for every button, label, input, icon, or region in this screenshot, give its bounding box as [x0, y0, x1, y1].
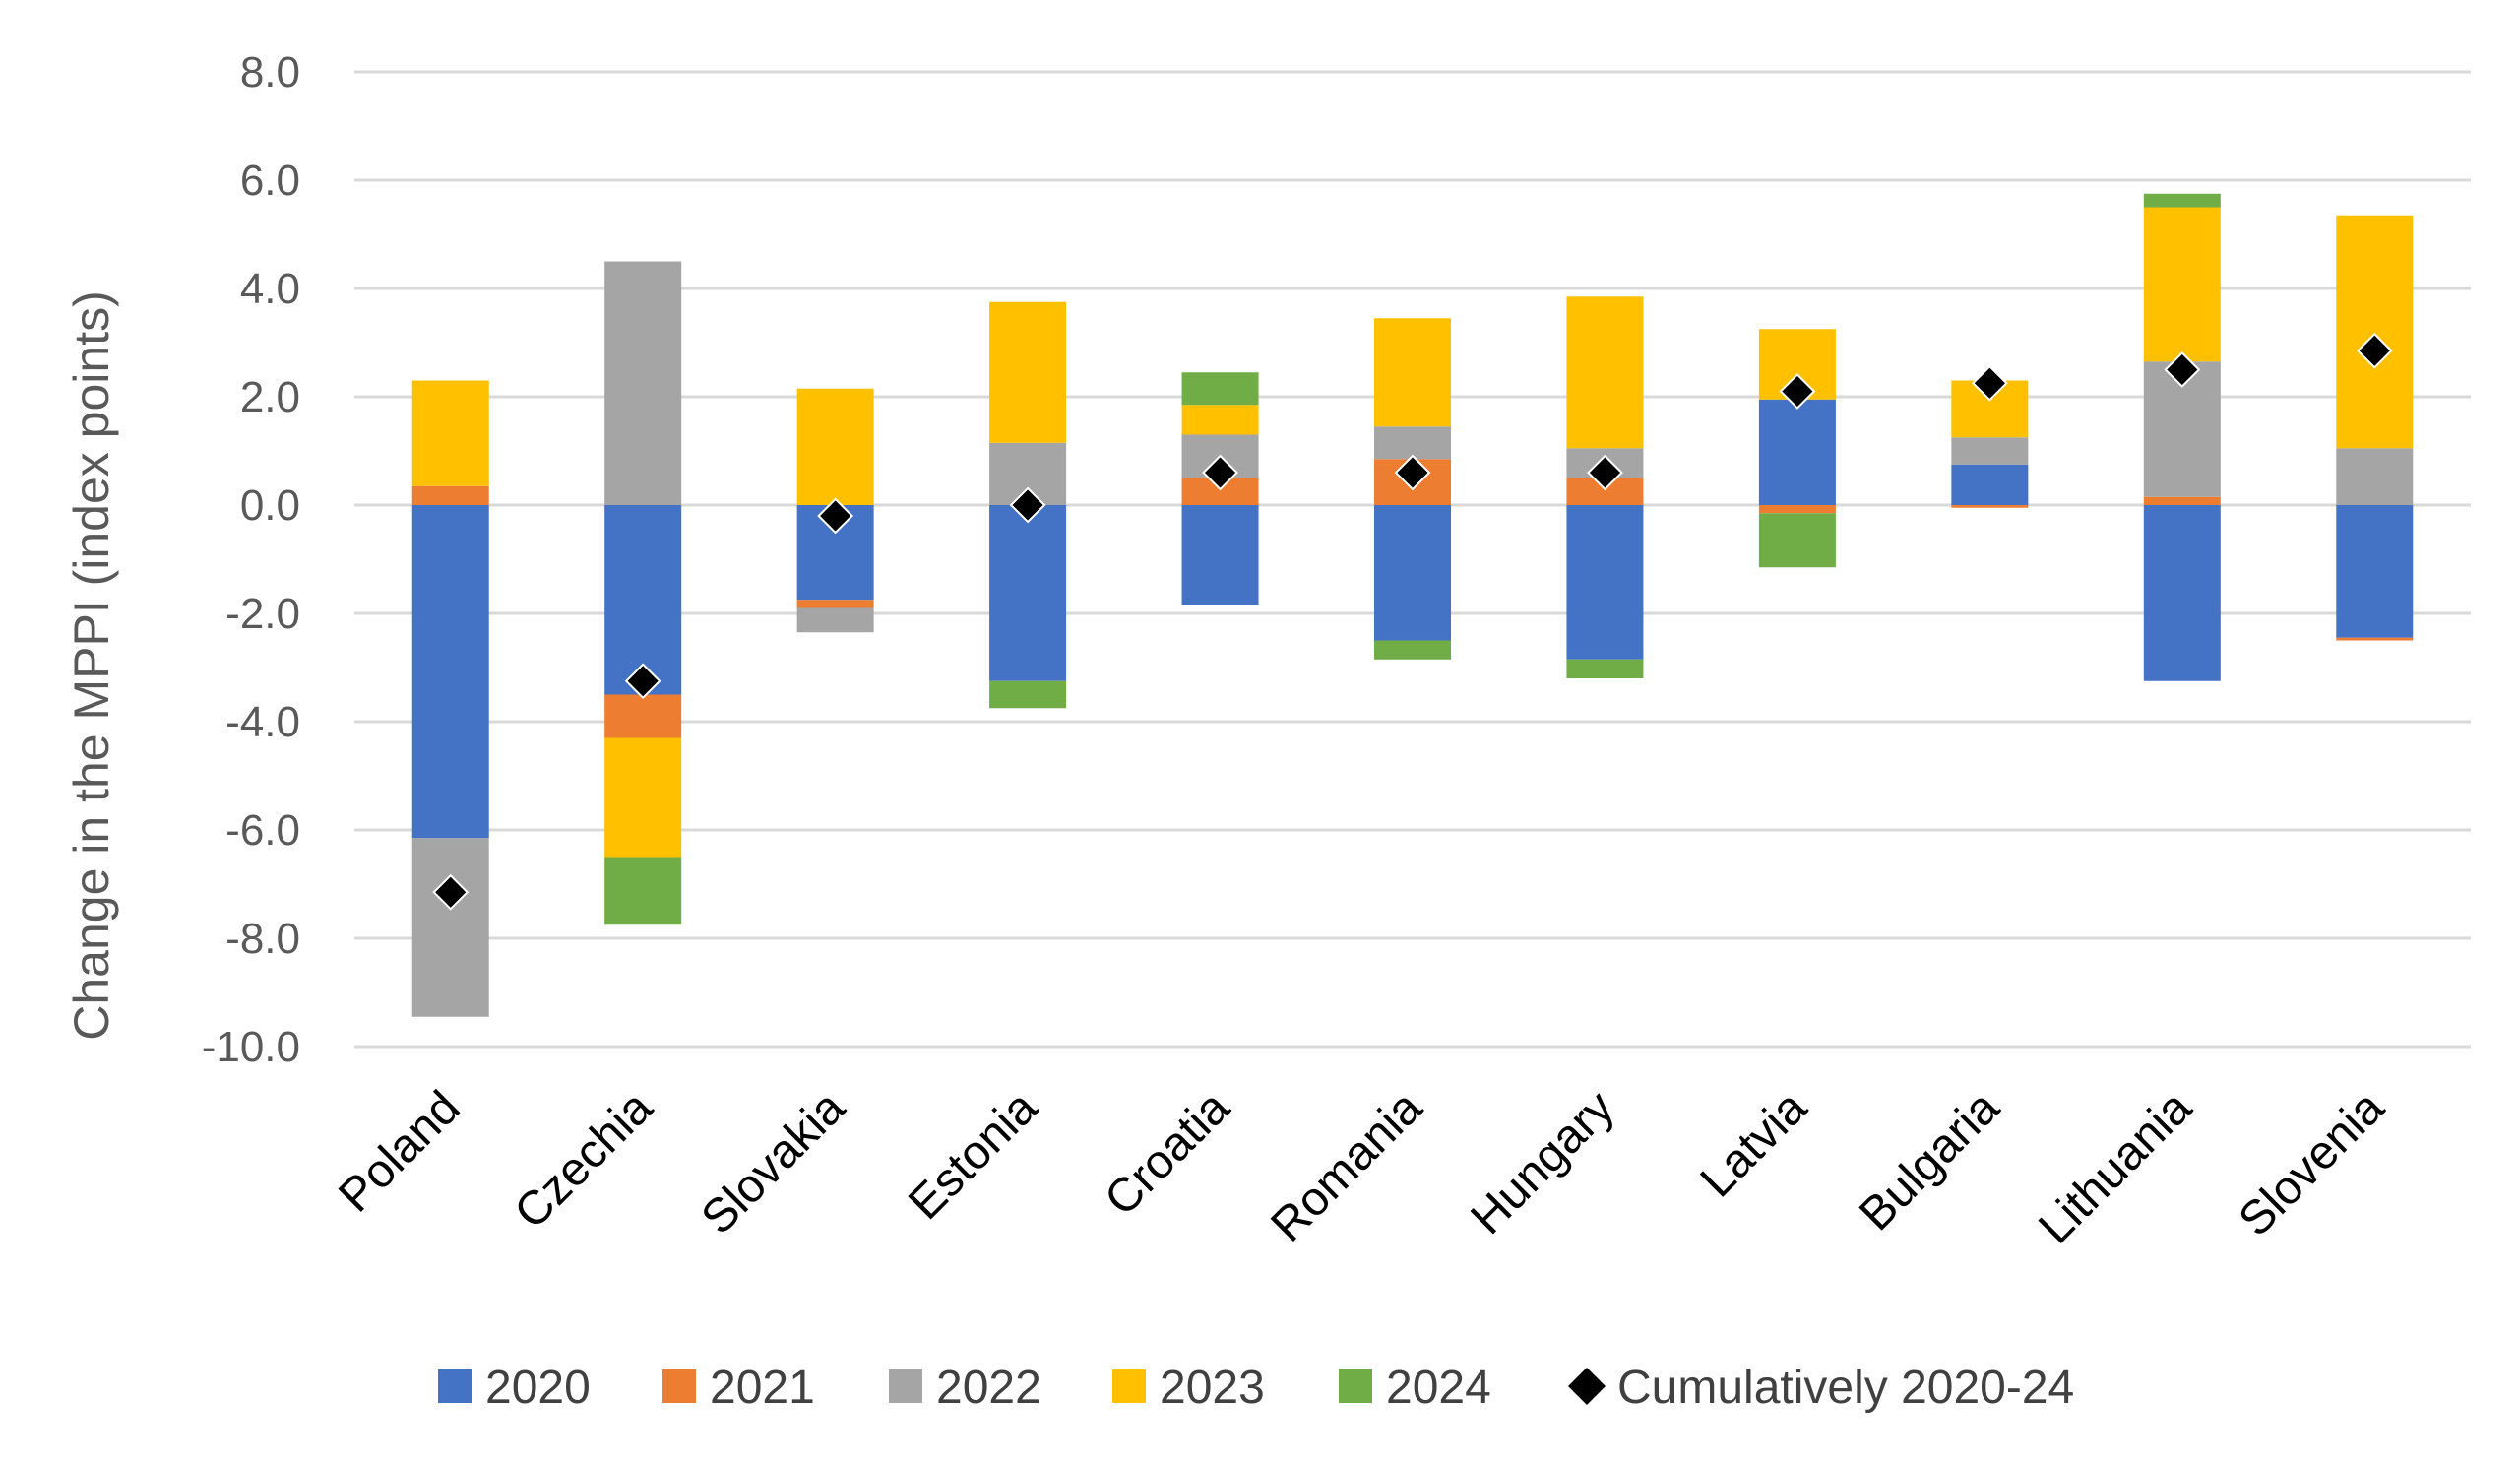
category-label: Bulgaria	[1850, 1081, 2009, 1241]
category-label: Estonia	[899, 1081, 1047, 1230]
cumulative-marker	[817, 497, 854, 535]
bar-segment-2024	[604, 857, 682, 925]
legend-swatch-2024	[1339, 1369, 1372, 1403]
cumulative-marker	[1971, 364, 2008, 402]
category-label: Lithuania	[2029, 1081, 2201, 1253]
bar-segment-2020	[411, 505, 489, 839]
bar-segment-2024	[989, 680, 1067, 709]
category-label: Czechia	[505, 1081, 662, 1239]
bar-segment-2022	[1374, 426, 1451, 460]
bar-segment-2021	[1758, 505, 1836, 514]
y-tick-label: 4.0	[240, 265, 300, 313]
bar-segment-2023	[411, 380, 489, 486]
bar-segment-2020	[1951, 464, 2029, 505]
y-tick-label: -4.0	[225, 698, 300, 746]
cumulative-marker	[1587, 454, 1623, 491]
category-label: Slovenia	[2229, 1081, 2394, 1246]
x-axis-categories: Poland Czechia Slovakia Estonia Croatia Roman…	[329, 1081, 2394, 1253]
cumulative-markers	[432, 332, 2393, 911]
category-label: Poland	[329, 1081, 470, 1222]
bar-segment-2024	[2143, 193, 2221, 208]
cumulative-marker	[2356, 332, 2393, 369]
legend-label: 2023	[1160, 1362, 1265, 1414]
y-axis-ticks: 8.0 6.0 4.0 2.0 0.0 -2.0 -4.0 -6.0 -8.0 -10.0	[202, 48, 300, 1071]
legend-swatch-2023	[1112, 1369, 1146, 1403]
legend-label: 2021	[710, 1362, 815, 1414]
legend-swatch-2022	[889, 1369, 922, 1403]
legend-label: 2020	[485, 1362, 591, 1414]
cumulative-marker	[432, 873, 470, 911]
bar-segment-2021	[2143, 496, 2221, 505]
y-tick-label: -6.0	[225, 806, 300, 855]
category-label: Hungary	[1461, 1081, 1624, 1244]
bar-segment-2024	[1566, 659, 1644, 678]
bar-segment-2021	[2336, 637, 2414, 641]
bar-segment-2022	[1951, 437, 2029, 465]
bar-segment-2023	[1374, 318, 1451, 427]
bar-segment-2023	[989, 301, 1067, 443]
bar-segment-2022	[604, 261, 682, 505]
bar-segment-2020	[1181, 505, 1259, 605]
y-tick-label: -10.0	[202, 1023, 300, 1071]
legend: 2020 2021 2022 2023 2024 Cumulatively 2020-24	[438, 1362, 2074, 1414]
cumulative-marker	[1009, 486, 1046, 524]
y-tick-label: -8.0	[225, 915, 300, 963]
y-tick-label: 2.0	[240, 373, 300, 421]
legend-swatch-2021	[662, 1369, 696, 1403]
category-label: Latvia	[1691, 1081, 1817, 1207]
bar-segment-2020	[1374, 505, 1451, 641]
y-tick-label: 6.0	[240, 157, 300, 205]
cumulative-marker	[1779, 373, 1816, 410]
bar-segment-2023	[2336, 215, 2414, 449]
category-label: Romania	[1261, 1081, 1432, 1252]
y-tick-label: 8.0	[240, 48, 300, 96]
bar-segment-2021	[604, 694, 682, 738]
bar-segment-2020	[1566, 505, 1644, 660]
cumulative-marker	[1394, 454, 1431, 491]
bars	[411, 193, 2414, 1017]
y-tick-label: 0.0	[240, 481, 300, 530]
bar-segment-2021	[411, 485, 489, 505]
category-label: Slovakia	[692, 1081, 855, 1244]
cumulative-marker	[1202, 454, 1238, 491]
bar-segment-2022	[796, 607, 874, 633]
bar-segment-2020	[2143, 505, 2221, 681]
bar-segment-2023	[604, 737, 682, 858]
bar-segment-2020	[989, 505, 1067, 681]
bar-segment-2024	[1374, 640, 1451, 660]
bar-segment-2020	[2336, 505, 2414, 638]
legend-label: 2024	[1386, 1362, 1491, 1414]
y-tick-label: -2.0	[225, 590, 300, 638]
bar-segment-2023	[1181, 405, 1259, 435]
bar-segment-2021	[1951, 505, 2029, 508]
bar-segment-2020	[1758, 399, 1836, 505]
bar-segment-2023	[2143, 207, 2221, 362]
cumulative-marker	[624, 663, 662, 700]
bar-segment-2023	[796, 388, 874, 505]
legend-label: 2022	[936, 1362, 1041, 1414]
bar-segment-2023	[1566, 296, 1644, 449]
legend-marker-cumulative	[1568, 1368, 1606, 1405]
bar-segment-2022	[2336, 448, 2414, 505]
bar-segment-2021	[796, 600, 874, 608]
legend-label: Cumulatively 2020-24	[1617, 1362, 2074, 1414]
bar-segment-2022	[411, 838, 489, 1017]
bar-segment-2024	[1181, 372, 1259, 406]
cumulative-marker	[2164, 351, 2201, 388]
bar-segment-2024	[1758, 513, 1836, 568]
y-axis-label: Change in the MPPI (index points)	[64, 290, 119, 1041]
legend-swatch-2020	[438, 1369, 472, 1403]
category-label: Croatia	[1095, 1081, 1239, 1226]
